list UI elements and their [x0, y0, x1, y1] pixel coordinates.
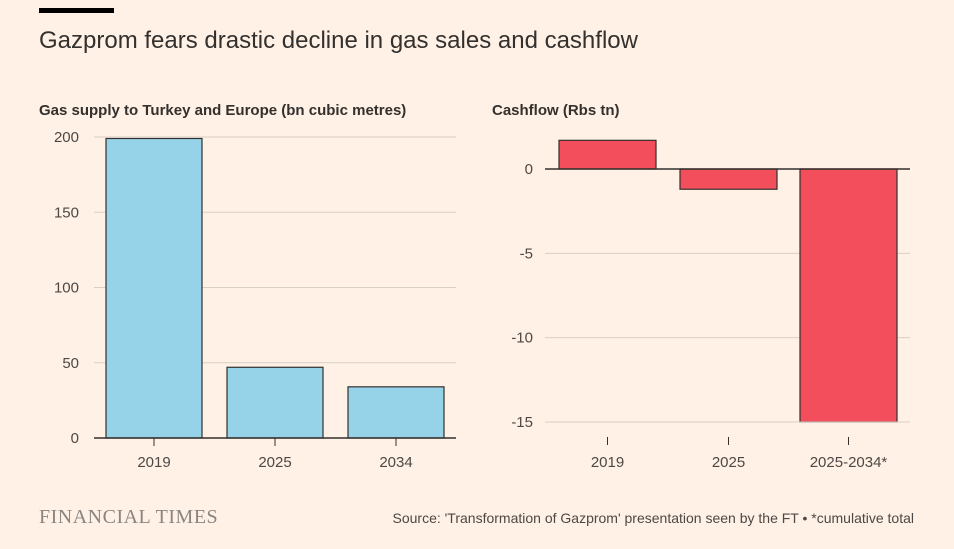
x-tick-label-1-2: 2025-2034* [810, 454, 888, 471]
y-tick-label-1-1: -5 [520, 245, 533, 262]
x-tick-label-0-0: 2019 [137, 454, 170, 471]
y-tick-label-0-3: 150 [54, 204, 79, 221]
bar-1-2 [799, 168, 898, 423]
y-tick-label-0-4: 200 [54, 129, 79, 146]
source-note: Source: 'Transformation of Gazprom' pres… [392, 510, 915, 526]
top-rule [39, 8, 114, 13]
y-tick-label-1-2: -10 [511, 330, 533, 347]
y-tick-label-0-2: 100 [54, 280, 79, 297]
x-tick-label-1-0: 2019 [591, 454, 624, 471]
x-tick-label-0-2: 2034 [379, 454, 412, 471]
bar-0-1 [226, 366, 324, 439]
gas-supply-chart-title: Gas supply to Turkey and Europe (bn cubi… [39, 102, 407, 119]
financial-times-logo: FINANCIAL TIMES [39, 506, 219, 528]
bar-1-1 [679, 168, 778, 190]
bar-1-0 [558, 139, 657, 170]
y-tick-label-0-1: 50 [62, 355, 79, 372]
y-tick-label-1-0: 0 [525, 161, 533, 178]
y-tick-label-1-3: -15 [511, 414, 533, 431]
y-tick-label-0-0: 0 [71, 430, 79, 447]
chart-headline: Gazprom fears drastic decline in gas sal… [39, 27, 638, 54]
bar-0-0 [105, 137, 203, 439]
cashflow-chart-title: Cashflow (Rbs tn) [492, 102, 620, 119]
x-tick-label-1-1: 2025 [712, 454, 745, 471]
x-tick-label-0-1: 2025 [258, 454, 291, 471]
bar-0-2 [347, 386, 445, 439]
